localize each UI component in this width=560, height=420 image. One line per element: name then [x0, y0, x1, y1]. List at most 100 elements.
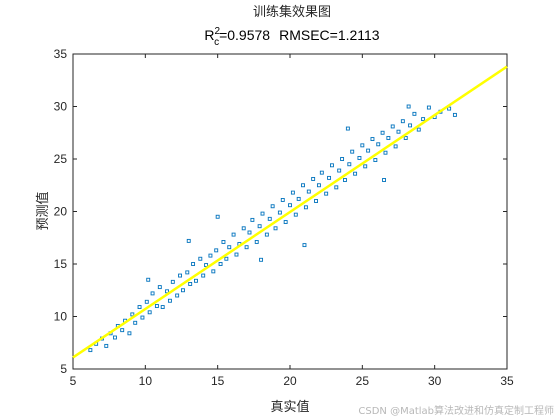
scatter-point [170, 279, 175, 284]
scatter-point [147, 310, 152, 315]
scatter-point [373, 158, 378, 163]
scatter-point [140, 315, 145, 320]
scatter-point [350, 149, 355, 154]
scatter-point [296, 196, 301, 201]
scatter-point [334, 185, 339, 190]
scatter-point [400, 119, 405, 124]
scatter-point [277, 210, 282, 215]
scatter-point [264, 232, 269, 237]
scatter-point [273, 226, 278, 231]
x-tick-label: 5 [70, 374, 77, 388]
scatter-point [363, 164, 368, 169]
scatter-point [180, 288, 185, 293]
y-tick-label: 5 [60, 362, 67, 376]
fit-line [72, 65, 508, 359]
watermark: CSDN @Matlab算法改进和仿真定制工程师 [358, 406, 554, 417]
scatter-point [452, 112, 457, 117]
scatter-point [224, 256, 229, 261]
scatter-point [185, 270, 190, 275]
x-tick-label: 20 [283, 374, 297, 388]
scatter-point [127, 331, 132, 336]
scatter-point [259, 257, 264, 262]
subtitle-r-value: =0.9578 [219, 27, 270, 43]
scatter-point [357, 155, 362, 160]
scatter-point [288, 203, 292, 208]
scatter-point [340, 157, 345, 161]
scatter-point [254, 239, 259, 244]
scatter-point [416, 127, 421, 132]
scatter-point [244, 245, 249, 250]
scatter-point [157, 285, 162, 290]
scatter-point [324, 191, 329, 196]
x-tick-label: 30 [428, 374, 442, 388]
subtitle-r-sub: c [214, 37, 219, 48]
scatter-point [260, 211, 265, 216]
scatter-point [403, 136, 408, 140]
scatter-point [327, 175, 332, 180]
scatter-point [146, 277, 151, 282]
scatter-point [366, 148, 371, 153]
scatter-point [133, 320, 138, 325]
y-tick-label: 25 [54, 152, 68, 166]
y-tick-label: 35 [54, 47, 68, 61]
scatter-point [160, 305, 165, 309]
chart-title: 训练集效果图 [253, 4, 331, 20]
y-axis-ticks: 5 10 15 20 25 30 35 [54, 47, 507, 376]
scatter-point [412, 111, 417, 116]
scatter-point [204, 263, 209, 267]
scatter-point [165, 289, 169, 294]
scatter-point [283, 220, 288, 224]
scatter-point [241, 226, 246, 231]
scatter-point [314, 199, 318, 203]
scatter-point [426, 105, 431, 110]
scatter-point [393, 144, 398, 149]
scatter-point [386, 136, 391, 140]
scatter-point [137, 305, 142, 309]
scatter-point [343, 178, 347, 182]
scatter-point [214, 248, 219, 253]
scatter-point [303, 205, 308, 210]
scatter-point [178, 273, 183, 278]
scatter-point [144, 299, 149, 304]
scatter-point [290, 190, 295, 195]
scatter-point [293, 212, 298, 217]
scatter-point [345, 126, 350, 131]
scatter-point [188, 282, 193, 286]
scatter-point [113, 335, 117, 340]
scatter-point [370, 137, 375, 142]
scatter-point [247, 230, 252, 235]
scatter-point [301, 183, 305, 188]
scatter-point [319, 170, 324, 175]
scatter-point [120, 328, 125, 333]
x-tick-label: 35 [500, 374, 514, 388]
scatter-point [201, 273, 206, 278]
x-tick-label: 15 [211, 374, 225, 388]
scatter-point [130, 312, 135, 317]
scatter-point [270, 204, 275, 209]
scatter-point [175, 293, 180, 298]
y-tick-label: 10 [54, 310, 68, 324]
scatter-point [88, 348, 93, 353]
subtitle-r: R [204, 27, 214, 43]
scatter-point [337, 168, 342, 173]
x-tick-label: 25 [356, 374, 370, 388]
scatter-point [383, 150, 388, 155]
scatter-point [330, 163, 334, 168]
scatter-points [88, 104, 457, 353]
scatter-point [408, 123, 413, 128]
subtitle-r-sup: 2 [215, 26, 221, 37]
scatter-point [316, 183, 321, 188]
scatter-point [198, 256, 203, 261]
subtitle-rmsec: RMSEC=1.2113 [279, 27, 380, 43]
scatter-point [353, 171, 358, 176]
scatter-point [231, 232, 236, 237]
x-axis-label: 真实值 [270, 399, 309, 415]
scatter-point [382, 178, 386, 182]
scatter-point [390, 124, 395, 129]
scatter-point [421, 117, 426, 122]
scatter-point [360, 143, 365, 148]
scatter-point [154, 304, 159, 308]
y-tick-label: 30 [54, 100, 68, 114]
scatter-point [396, 129, 401, 134]
